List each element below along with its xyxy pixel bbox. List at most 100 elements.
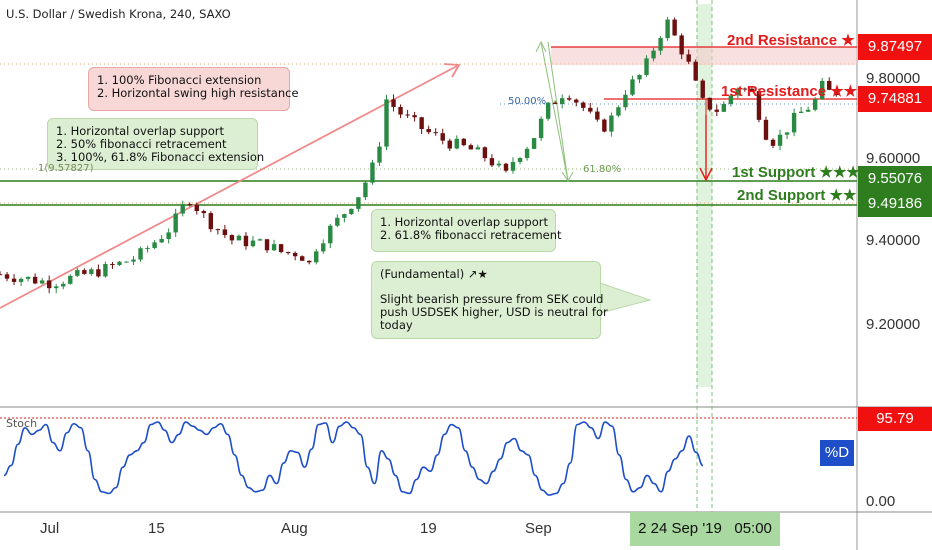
- candle-body: [447, 140, 452, 149]
- s1-label: 1st Support ★★★: [732, 164, 860, 181]
- stoch-indicator-label[interactable]: Stoch: [6, 417, 38, 430]
- candle-body: [236, 235, 242, 241]
- candle-body: [482, 147, 488, 159]
- support-callout-mid: 1. Horizontal overlap support 2. 61.8% f…: [371, 209, 562, 252]
- candle-body: [68, 275, 73, 284]
- r2-zone: [551, 47, 857, 65]
- trend-arrow-line: [0, 65, 458, 309]
- candle-body: [454, 138, 459, 149]
- stoch-value-tag: 95.79: [858, 407, 932, 431]
- fundamental-title: (Fundamental) ↗★: [380, 267, 488, 281]
- candle-body: [524, 148, 530, 159]
- candle-body: [412, 115, 417, 118]
- candle-body: [356, 197, 361, 209]
- fundamental-line-2: push USDSEK higher, USD is neutral for: [380, 305, 608, 319]
- y-tick-920: 9.20000: [866, 316, 921, 333]
- candle-body: [117, 261, 122, 265]
- candle-body: [18, 278, 24, 282]
- fundamental-line-1: Slight bearish pressure from SEK could: [380, 292, 604, 306]
- candle-body: [461, 138, 467, 146]
- candle-body: [559, 98, 565, 104]
- candle-body: [292, 252, 298, 257]
- candle-body: [222, 229, 228, 236]
- candle-body: [777, 134, 783, 146]
- candle-body: [616, 107, 621, 116]
- fib-618-label: 61.80%: [583, 164, 622, 175]
- s2-price-tag: 9.49186: [858, 191, 932, 217]
- candle-body: [32, 276, 38, 284]
- candle-body: [307, 260, 312, 263]
- candle-body: [496, 163, 502, 166]
- candle-body: [545, 102, 551, 119]
- candle-body: [39, 280, 45, 284]
- candle-body: [384, 99, 389, 147]
- support-callout-mid-line-1: 1. Horizontal overlap support: [380, 215, 548, 229]
- candle-body: [314, 251, 319, 263]
- candle-body: [138, 248, 143, 260]
- resistance-callout-line-2: 2. Horizontal swing high resistance: [97, 86, 299, 100]
- candle-body: [651, 50, 656, 59]
- support-callout-left-line-3: 3. 100%, 61.8% Fibonacci extension: [56, 150, 265, 164]
- candle-body: [89, 269, 94, 274]
- candle-body: [805, 109, 811, 112]
- candle-body: [763, 119, 769, 140]
- fib-projection-head-top: [535, 40, 547, 53]
- candle-body: [588, 107, 593, 112]
- candle-body: [215, 229, 221, 231]
- candle-body: [145, 247, 150, 249]
- candle-body: [152, 242, 157, 248]
- candle-body: [721, 104, 727, 112]
- support-callout-mid-line-2: 2. 61.8% fibonacci retracement: [380, 228, 562, 242]
- down-arrowhead: [699, 167, 713, 182]
- s2-label: 2nd Support ★★: [737, 187, 857, 204]
- candle-body: [173, 213, 178, 233]
- candle-body: [658, 38, 663, 51]
- candle-body: [510, 161, 516, 171]
- candle-body: [538, 118, 544, 139]
- stoch-line: [3, 421, 704, 496]
- candle-body: [321, 243, 326, 252]
- candle-body: [728, 95, 734, 105]
- candle-body: [285, 251, 291, 253]
- candle-body: [679, 35, 684, 55]
- candle-body: [581, 102, 586, 108]
- candle-body: [595, 111, 600, 120]
- fundamental-callout: (Fundamental) ↗★ Slight bearish pressure…: [371, 261, 608, 339]
- candle-body: [609, 115, 614, 132]
- candle-body: [756, 91, 762, 120]
- candle-body: [11, 278, 17, 282]
- candle-body: [82, 270, 87, 274]
- fib-1-label: 1(9.57827): [38, 163, 94, 174]
- candle-body: [25, 276, 31, 279]
- candle-body: [201, 211, 206, 214]
- candle-body: [299, 256, 305, 261]
- candle-body: [166, 232, 171, 239]
- candle-body: [342, 214, 347, 218]
- candle-body: [391, 99, 396, 107]
- y-tick-980: 9.80000: [866, 70, 921, 87]
- x-tick-15: 15: [148, 520, 165, 537]
- candle-body: [54, 286, 59, 289]
- candle-body: [672, 19, 677, 36]
- candle-body: [798, 111, 804, 113]
- candle-body: [637, 74, 642, 80]
- candle-body: [426, 129, 431, 133]
- candle-body: [714, 109, 719, 112]
- candles-group: [0, 16, 839, 294]
- candle-body: [623, 94, 628, 108]
- resistance-callout-line-1: 1. 100% Fibonacci extension: [97, 73, 262, 87]
- s1-price-tag: 9.55076: [858, 166, 932, 192]
- candle-body: [75, 270, 80, 276]
- candle-body: [440, 133, 445, 141]
- candle-body: [187, 204, 192, 206]
- pctd-badge: %D: [820, 440, 854, 466]
- chart-title: U.S. Dollar / Swedish Krona, 240, SAXO: [6, 7, 231, 21]
- candle-body: [4, 274, 10, 279]
- r1-label: 1st Resistance ★★: [721, 83, 858, 100]
- candle-body: [700, 80, 705, 98]
- candle-body: [110, 264, 115, 266]
- candle-body: [349, 208, 354, 215]
- candle-body: [517, 158, 523, 162]
- candle-body: [0, 274, 3, 276]
